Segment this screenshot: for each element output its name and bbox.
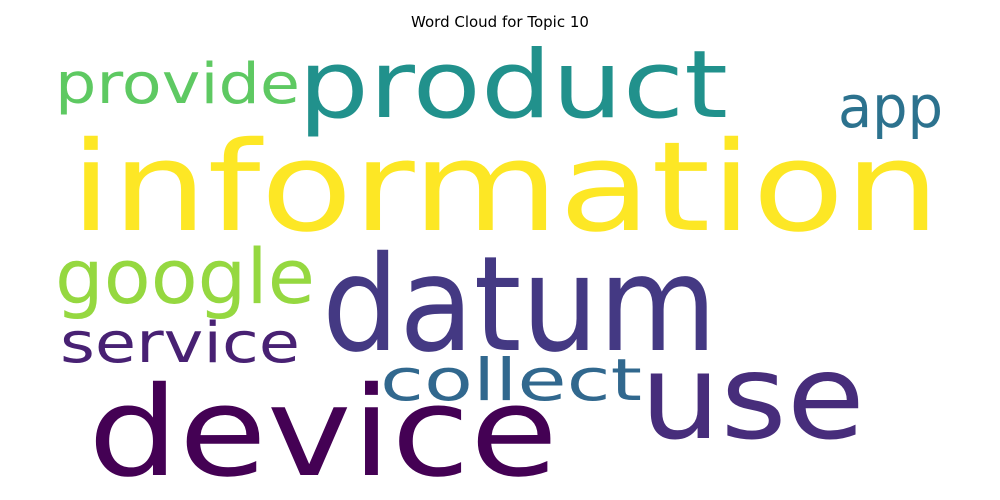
word-device: device [88,361,558,500]
word-service: service [60,311,300,376]
word-google: google [55,232,315,321]
word-use: use [640,328,865,466]
word-collect: collect [380,346,642,414]
word-information: information [70,116,940,260]
word-datum: datum [322,228,717,382]
word-app: app [838,73,943,141]
word-provide: provide [55,52,300,117]
word-product: product [298,31,728,140]
chart-title: Word Cloud for Topic 10 [411,13,589,31]
